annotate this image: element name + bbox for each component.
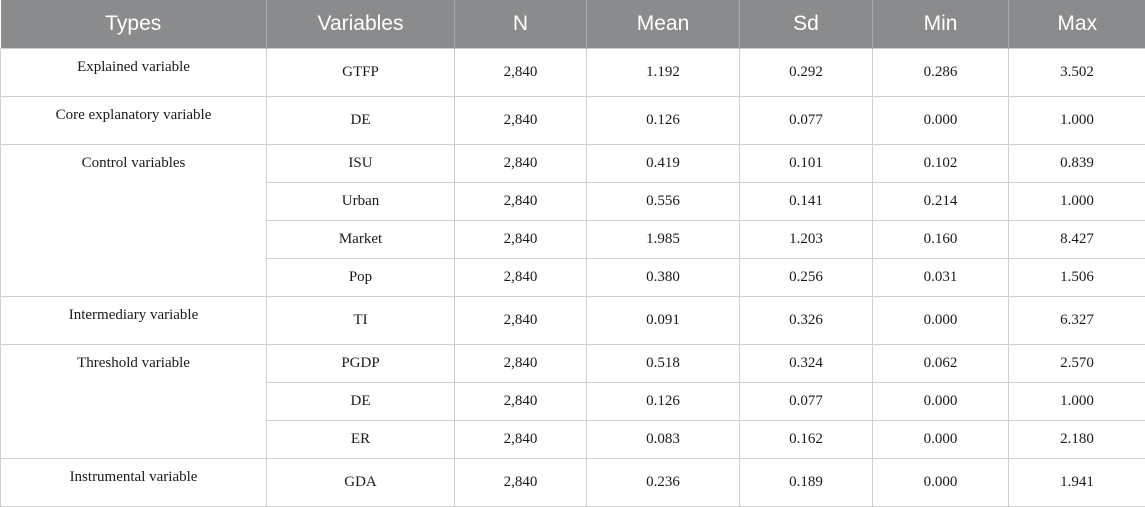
min-cell: 0.000 [873,383,1009,421]
n-cell: 2,840 [455,259,587,297]
variable-cell: ER [267,421,455,459]
type-cell: Core explanatory variable [1,97,267,145]
variable-cell: GDA [267,459,455,507]
n-cell: 2,840 [455,459,587,507]
max-cell: 1.506 [1009,259,1145,297]
min-cell: 0.160 [873,221,1009,259]
min-cell: 0.286 [873,49,1009,97]
header-mean: Mean [587,0,740,49]
type-cell: Threshold variable [1,345,267,459]
n-cell: 2,840 [455,97,587,145]
mean-cell: 0.380 [587,259,740,297]
header-n: N [455,0,587,49]
variable-cell: GTFP [267,49,455,97]
n-cell: 2,840 [455,297,587,345]
sd-cell: 1.203 [740,221,873,259]
n-cell: 2,840 [455,183,587,221]
variable-cell: DE [267,97,455,145]
header-min: Min [873,0,1009,49]
sd-cell: 0.256 [740,259,873,297]
min-cell: 0.000 [873,421,1009,459]
sd-cell: 0.141 [740,183,873,221]
max-cell: 1.000 [1009,383,1145,421]
table-header-row: Types Variables N Mean Sd Min Max [1,0,1145,49]
header-variables: Variables [267,0,455,49]
max-cell: 3.502 [1009,49,1145,97]
sd-cell: 0.077 [740,97,873,145]
sd-cell: 0.101 [740,145,873,183]
mean-cell: 0.126 [587,97,740,145]
mean-cell: 0.556 [587,183,740,221]
max-cell: 8.427 [1009,221,1145,259]
min-cell: 0.102 [873,145,1009,183]
mean-cell: 1.985 [587,221,740,259]
type-cell: Control variables [1,145,267,297]
max-cell: 2.180 [1009,421,1145,459]
max-cell: 1.000 [1009,183,1145,221]
min-cell: 0.214 [873,183,1009,221]
min-cell: 0.031 [873,259,1009,297]
variable-cell: DE [267,383,455,421]
variable-cell: Market [267,221,455,259]
header-sd: Sd [740,0,873,49]
min-cell: 0.000 [873,459,1009,507]
min-cell: 0.062 [873,345,1009,383]
max-cell: 2.570 [1009,345,1145,383]
sd-cell: 0.292 [740,49,873,97]
n-cell: 2,840 [455,421,587,459]
type-cell: Intermediary variable [1,297,267,345]
variable-cell: Urban [267,183,455,221]
mean-cell: 0.083 [587,421,740,459]
n-cell: 2,840 [455,145,587,183]
mean-cell: 0.518 [587,345,740,383]
sd-cell: 0.162 [740,421,873,459]
sd-cell: 0.324 [740,345,873,383]
type-cell: Instrumental variable [1,459,267,507]
header-max: Max [1009,0,1145,49]
variable-cell: TI [267,297,455,345]
sd-cell: 0.326 [740,297,873,345]
min-cell: 0.000 [873,297,1009,345]
mean-cell: 0.419 [587,145,740,183]
mean-cell: 0.236 [587,459,740,507]
n-cell: 2,840 [455,49,587,97]
mean-cell: 0.091 [587,297,740,345]
max-cell: 0.839 [1009,145,1145,183]
max-cell: 6.327 [1009,297,1145,345]
max-cell: 1.941 [1009,459,1145,507]
max-cell: 1.000 [1009,97,1145,145]
header-types: Types [1,0,267,49]
n-cell: 2,840 [455,383,587,421]
variable-cell: Pop [267,259,455,297]
min-cell: 0.000 [873,97,1009,145]
mean-cell: 0.126 [587,383,740,421]
variable-cell: ISU [267,145,455,183]
variable-cell: PGDP [267,345,455,383]
mean-cell: 1.192 [587,49,740,97]
sd-cell: 0.077 [740,383,873,421]
sd-cell: 0.189 [740,459,873,507]
n-cell: 2,840 [455,345,587,383]
n-cell: 2,840 [455,221,587,259]
type-cell: Explained variable [1,49,267,97]
